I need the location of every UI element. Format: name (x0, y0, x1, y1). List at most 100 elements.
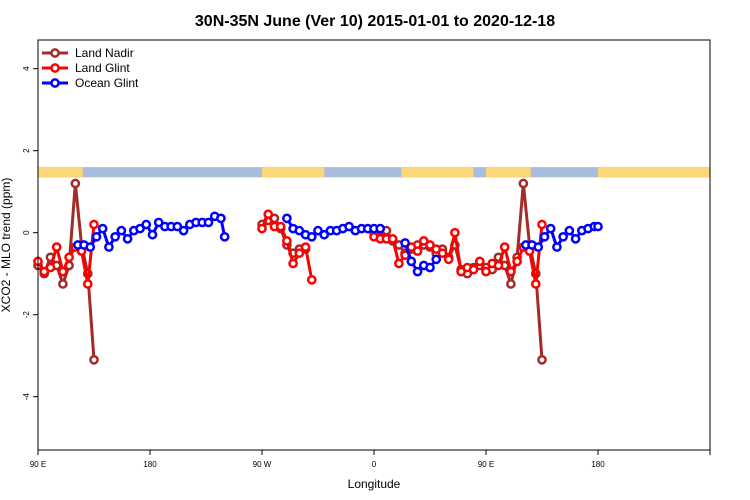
data-point (468, 264, 479, 275)
data-point (91, 231, 102, 242)
plot-frame (37, 39, 711, 451)
data-point (141, 219, 152, 230)
data-point (85, 242, 96, 252)
data-point (147, 229, 158, 240)
data-point (203, 217, 214, 228)
data-point (294, 225, 305, 236)
data-point (474, 256, 485, 267)
data-point (288, 258, 298, 269)
data-point (530, 279, 541, 289)
data-point (533, 242, 544, 252)
data-point (122, 234, 133, 244)
land-band-segment (38, 167, 83, 178)
data-point (178, 225, 189, 236)
data-point (58, 266, 68, 277)
data-point (431, 254, 442, 265)
legend-item: Land Nadir (42, 46, 134, 60)
x-axis-label: Longitude (348, 477, 401, 491)
data-point (306, 231, 317, 242)
legend-marker (50, 78, 60, 88)
data-point (394, 258, 404, 269)
data-point (275, 221, 286, 232)
data-point (344, 221, 354, 232)
data-point (313, 225, 323, 236)
x-tick-label: 90 E (30, 460, 46, 469)
data-point (406, 256, 417, 267)
data-point (387, 234, 398, 244)
data-point (450, 227, 460, 238)
data-point (300, 242, 311, 252)
data-point (375, 223, 386, 234)
y-tick-label: 0 (22, 230, 31, 235)
x-tick-label: 0 (372, 460, 377, 469)
data-point (216, 213, 226, 224)
land-band-segment (262, 167, 325, 178)
data-point (539, 231, 550, 242)
x-tick-label: 90 E (478, 460, 494, 469)
y-tick-label: 4 (22, 66, 31, 71)
legend-item: Land Glint (42, 61, 130, 75)
data-point (116, 225, 127, 236)
data-point (456, 266, 466, 277)
data-point (89, 354, 99, 365)
legend-label: Land Glint (75, 61, 130, 75)
data-point (39, 266, 50, 277)
y-axis: -4 -2 0 2 4 (22, 66, 38, 400)
data-point (319, 229, 330, 240)
data-point (443, 254, 454, 265)
data-point (506, 279, 516, 289)
data-point (437, 248, 448, 259)
data-point (45, 262, 56, 273)
data-point (219, 231, 230, 242)
ocean-band (38, 167, 710, 178)
data-point (58, 279, 68, 289)
legend-label: Land Nadir (75, 46, 134, 60)
data-point (425, 262, 435, 273)
data-point (570, 234, 581, 244)
data-point (400, 238, 410, 248)
land-ocean-mask-band (38, 167, 710, 178)
legend-marker (50, 48, 60, 58)
data-point (263, 209, 274, 220)
data-point (110, 231, 121, 242)
data-point (412, 266, 423, 277)
data-point (499, 242, 510, 252)
data-point (89, 219, 99, 230)
data-point (306, 275, 317, 285)
y-tick-label: -4 (22, 393, 31, 401)
land-band-segment (401, 167, 474, 178)
data-point (493, 260, 504, 271)
series-line (373, 224, 544, 286)
x-axis: 90 E 180 90 W 0 90 E 180 (30, 450, 711, 469)
data-point (135, 223, 145, 234)
data-point (82, 279, 93, 289)
data-point (558, 231, 569, 242)
data-point (70, 178, 81, 189)
land-band-segment (598, 167, 710, 178)
chart-title: 30N-35N June (Ver 10) 2015-01-01 to 2020… (195, 13, 555, 30)
y-axis-label: XCO2 - MLO trend (ppm) (0, 178, 13, 313)
y-tick-label: 2 (22, 148, 31, 153)
data-point (537, 354, 547, 365)
data-point (518, 178, 529, 189)
series-land-glint (33, 209, 547, 289)
data-point (294, 248, 305, 259)
data-point (257, 223, 267, 234)
y-tick-label: -2 (22, 311, 31, 319)
data-point (425, 240, 435, 250)
legend-marker (50, 63, 60, 73)
data-point (282, 213, 292, 224)
data-point (51, 242, 62, 252)
data-point (564, 225, 575, 236)
data-point (172, 221, 183, 232)
data-point (431, 244, 442, 254)
data-point (97, 223, 108, 234)
data-point (506, 266, 516, 277)
data-point (104, 242, 114, 252)
data-point (153, 217, 164, 228)
data-point (282, 236, 292, 246)
data-point (512, 256, 522, 267)
data-point (545, 223, 556, 234)
